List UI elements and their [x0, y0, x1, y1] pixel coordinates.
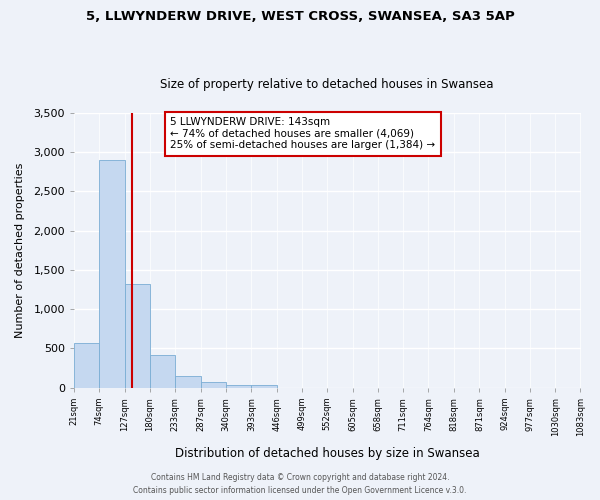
Text: 5 LLWYNDERW DRIVE: 143sqm
← 74% of detached houses are smaller (4,069)
25% of se: 5 LLWYNDERW DRIVE: 143sqm ← 74% of detac…	[170, 117, 436, 150]
Bar	[74, 342, 99, 388]
Title: Size of property relative to detached houses in Swansea: Size of property relative to detached ho…	[160, 78, 494, 91]
Bar	[251, 386, 277, 388]
Y-axis label: Number of detached properties: Number of detached properties	[15, 162, 25, 338]
Bar	[150, 355, 175, 388]
Bar	[175, 376, 201, 388]
Bar	[226, 385, 251, 388]
Text: Contains HM Land Registry data © Crown copyright and database right 2024.
Contai: Contains HM Land Registry data © Crown c…	[133, 474, 467, 495]
Text: 5, LLWYNDERW DRIVE, WEST CROSS, SWANSEA, SA3 5AP: 5, LLWYNDERW DRIVE, WEST CROSS, SWANSEA,…	[86, 10, 514, 23]
Bar	[201, 382, 226, 388]
X-axis label: Distribution of detached houses by size in Swansea: Distribution of detached houses by size …	[175, 447, 479, 460]
Bar	[125, 284, 150, 388]
Bar	[99, 160, 125, 388]
